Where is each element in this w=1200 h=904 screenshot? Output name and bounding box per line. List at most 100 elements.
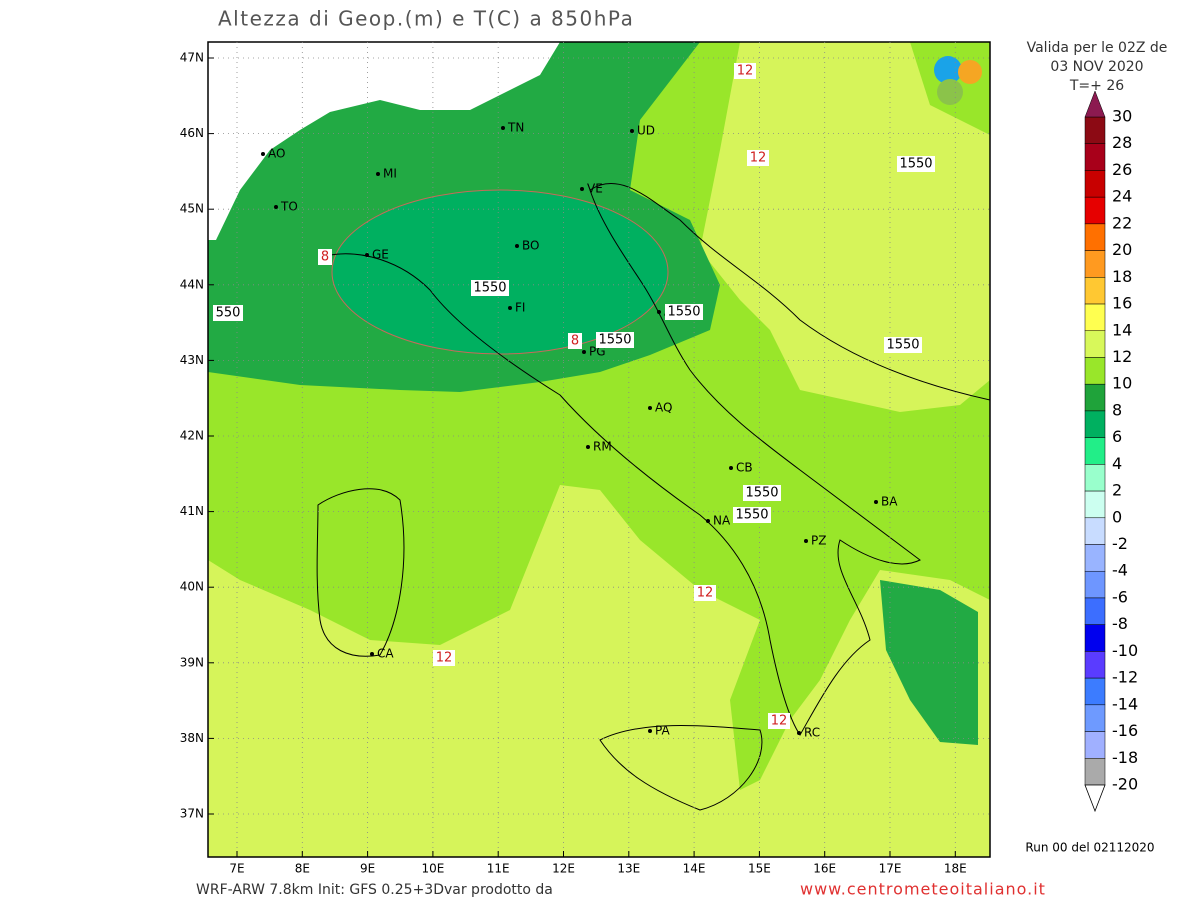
contour-label: 1550 xyxy=(886,338,919,353)
colorbar-label: -6 xyxy=(1112,587,1128,606)
lon-label: 12E xyxy=(552,862,575,876)
colorbar-box xyxy=(1084,303,1106,332)
colorbar-box xyxy=(1084,330,1106,358)
colorbar-label: 20 xyxy=(1112,240,1132,259)
colorbar-label: -20 xyxy=(1112,775,1138,794)
colorbar-label: 24 xyxy=(1112,187,1132,206)
city-dot xyxy=(586,445,590,449)
contour-label: 1550 xyxy=(899,157,932,172)
contour-label: 12 xyxy=(750,151,767,166)
contour-label: 8 xyxy=(321,250,329,265)
colorbar-box xyxy=(1084,196,1106,225)
lat-label: 44N xyxy=(180,277,204,291)
colorbar-box xyxy=(1084,651,1106,679)
footer-url: www.centrometeoitaliano.it xyxy=(800,880,1046,899)
city-label: RM xyxy=(593,440,612,454)
lon-label: 11E xyxy=(487,862,510,876)
run-text: Run 00 del 02112020 xyxy=(1025,841,1154,855)
city-dot xyxy=(648,729,652,733)
contour-label: 1550 xyxy=(473,281,506,296)
city-label: NA xyxy=(713,514,731,528)
city-label: TO xyxy=(280,200,298,214)
city-label: BA xyxy=(881,495,898,509)
colorbar-box xyxy=(1084,437,1106,465)
colorbar-box xyxy=(1084,170,1106,198)
colorbar-label: 0 xyxy=(1112,507,1122,526)
map-area xyxy=(207,41,991,858)
colorbar-label: -12 xyxy=(1112,668,1138,687)
colorbar-label: 26 xyxy=(1112,160,1132,179)
lon-label: 10E xyxy=(421,862,444,876)
city-dot xyxy=(706,519,710,523)
colorbar-box xyxy=(1084,570,1106,599)
contour-label-box xyxy=(743,485,781,501)
contour-label-box xyxy=(884,337,922,353)
city-label: CB xyxy=(736,461,753,475)
lat-label: 42N xyxy=(180,429,204,443)
city-dot xyxy=(580,187,584,191)
contour-label-box xyxy=(568,333,582,349)
lon-label: 9E xyxy=(360,862,375,876)
colorbar-label: 6 xyxy=(1112,427,1122,446)
lat-label: 37N xyxy=(180,807,204,821)
contour-label-box xyxy=(747,150,769,166)
contour-label: 1550 xyxy=(745,486,778,501)
lat-label: 38N xyxy=(180,731,204,745)
lon-label: 13E xyxy=(617,862,640,876)
lon-label: 18E xyxy=(944,862,967,876)
city-dot xyxy=(648,406,652,410)
logo-orange xyxy=(958,60,982,84)
colorbar-label: -2 xyxy=(1112,534,1128,553)
contour-label: 12 xyxy=(737,64,754,79)
lon-label: 16E xyxy=(813,862,836,876)
colorbar-label: 14 xyxy=(1112,320,1132,339)
city-dot xyxy=(508,306,512,310)
coastline xyxy=(316,488,405,657)
city-dot xyxy=(630,129,634,133)
coastline xyxy=(329,189,921,736)
city-label: MI xyxy=(383,167,397,181)
colorbar-box xyxy=(1084,410,1106,438)
city-dot xyxy=(365,253,369,257)
logo-green xyxy=(937,79,963,105)
colorbar-box xyxy=(1084,597,1106,625)
city-label: VE xyxy=(587,182,603,196)
contour-label: 1550 xyxy=(598,333,631,348)
colorbar-label: 22 xyxy=(1112,213,1132,232)
city-dot xyxy=(261,152,265,156)
contour-label-box xyxy=(433,650,455,666)
colorbar-label: -4 xyxy=(1112,561,1128,580)
alps-terrain-mask xyxy=(208,42,560,240)
city-dot xyxy=(515,244,519,248)
city-dot xyxy=(657,310,661,314)
contour-label-box xyxy=(768,713,790,729)
map-frame xyxy=(207,41,991,858)
colorbar-label: 28 xyxy=(1112,133,1132,152)
footer-credit: WRF-ARW 7.8km Init: GFS 0.25+3Dvar prodo… xyxy=(196,882,553,898)
contour-label-box xyxy=(471,280,509,296)
colorbar-label: -8 xyxy=(1112,614,1128,633)
colorbar-box xyxy=(1084,544,1106,572)
colorbar-label: 30 xyxy=(1112,107,1132,126)
colorbar-box xyxy=(1084,731,1106,759)
colorbar-over xyxy=(1084,90,1106,118)
colorbar-label: 16 xyxy=(1112,294,1132,313)
colorbar-under xyxy=(1084,784,1106,813)
lon-label: 14E xyxy=(683,862,706,876)
lon-label: 7E xyxy=(229,862,244,876)
lat-label: 43N xyxy=(180,353,204,367)
city-label: RC xyxy=(804,726,820,740)
lat-label: 41N xyxy=(180,504,204,518)
colorbar-label: 8 xyxy=(1112,400,1122,419)
contour-label-box xyxy=(897,156,935,172)
colorbar-label: 2 xyxy=(1112,481,1122,500)
city-label: PZ xyxy=(811,534,826,548)
colorbar-label: -16 xyxy=(1112,721,1138,740)
contour-label-box xyxy=(596,332,634,348)
colorbar-box xyxy=(1084,357,1106,385)
city-dot xyxy=(274,205,278,209)
lat-label: 39N xyxy=(180,655,204,669)
validity-text: T=+ 26 xyxy=(1069,78,1124,94)
contour-label: 12 xyxy=(771,714,788,729)
